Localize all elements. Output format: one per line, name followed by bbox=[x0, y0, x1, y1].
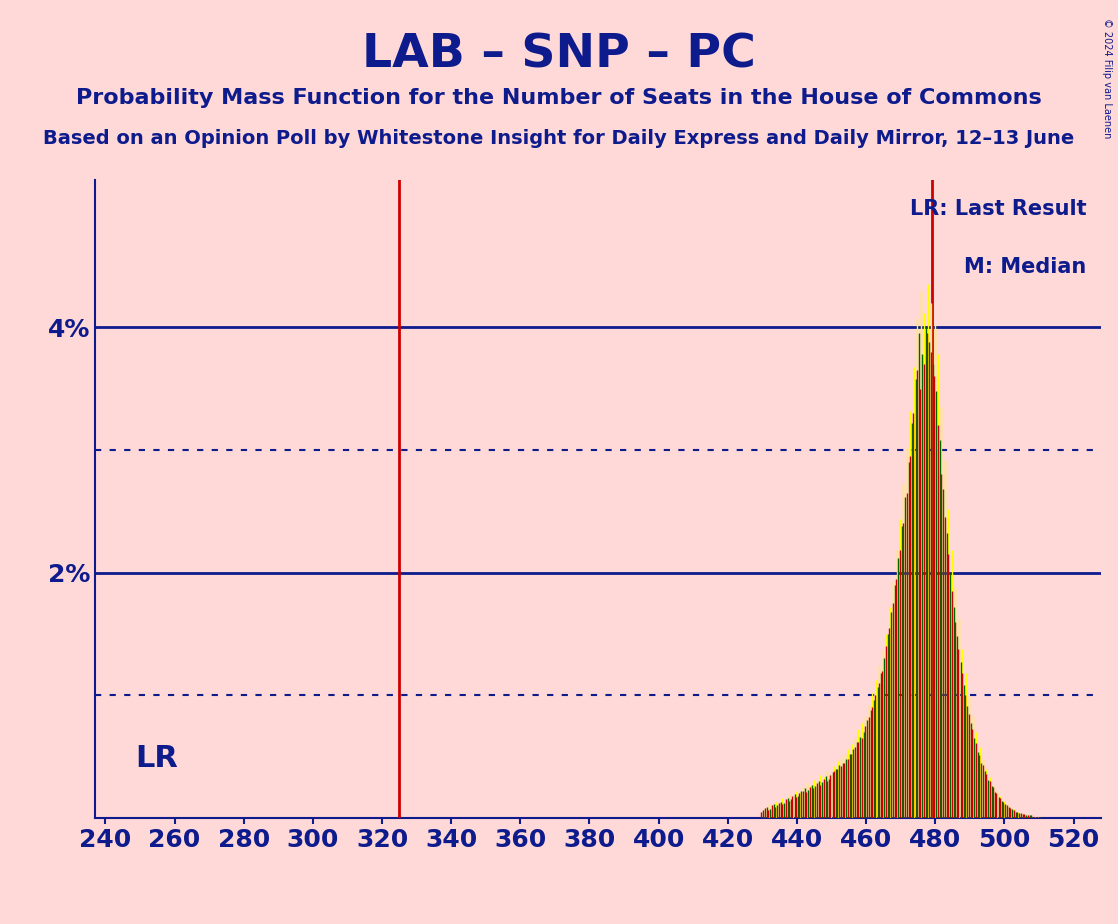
Text: LAB – SNP – PC: LAB – SNP – PC bbox=[362, 32, 756, 78]
Text: © 2024 Filip van Laenen: © 2024 Filip van Laenen bbox=[1102, 18, 1112, 139]
Text: LR: Last Result: LR: Last Result bbox=[910, 200, 1087, 219]
Text: M: Median: M: Median bbox=[964, 257, 1087, 276]
Text: Based on an Opinion Poll by Whitestone Insight for Daily Express and Daily Mirro: Based on an Opinion Poll by Whitestone I… bbox=[44, 129, 1074, 149]
Text: LR: LR bbox=[135, 744, 178, 773]
Text: Probability Mass Function for the Number of Seats in the House of Commons: Probability Mass Function for the Number… bbox=[76, 88, 1042, 108]
